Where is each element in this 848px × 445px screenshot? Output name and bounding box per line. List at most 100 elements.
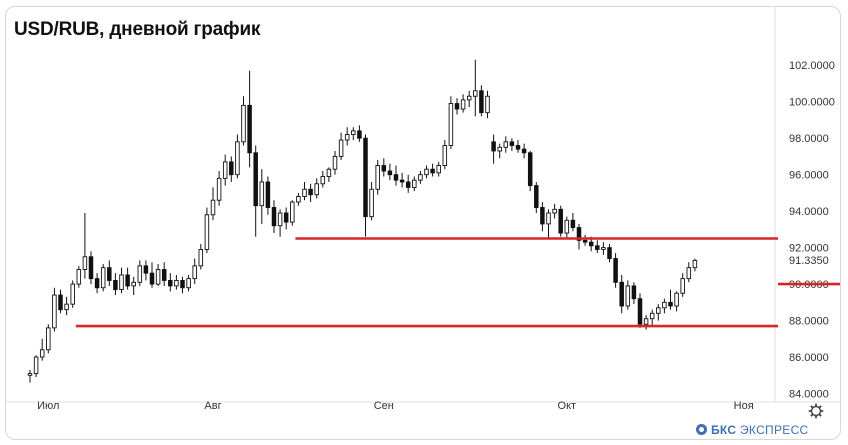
y-tick-label: 100.0000 <box>789 97 835 109</box>
candle-up <box>503 141 509 148</box>
candle-up <box>82 256 88 270</box>
brand-logo-rest: ЭКСПРЕСС <box>736 423 809 437</box>
candle-down <box>619 281 624 307</box>
candle-down <box>161 269 167 281</box>
candle-down <box>479 90 484 114</box>
candle-down <box>534 185 539 208</box>
candle-up <box>46 327 51 351</box>
candle-down <box>540 207 545 225</box>
candle-down <box>113 280 118 291</box>
candle-up <box>460 99 466 110</box>
candle-up <box>302 188 307 198</box>
candle-up <box>64 303 69 311</box>
candle-down <box>265 181 271 208</box>
candle-up <box>466 95 472 101</box>
candle-up <box>564 219 570 234</box>
gear-icon[interactable] <box>808 403 824 419</box>
page-title: USD/RUB, дневной график <box>14 19 261 40</box>
y-tick-label: 98.0000 <box>789 133 829 145</box>
candle-up <box>235 141 240 176</box>
candle-up <box>497 146 502 152</box>
candle-down <box>247 104 252 154</box>
candle-up <box>290 201 295 223</box>
candle-down <box>570 219 576 229</box>
y-tick-label: 88.0000 <box>789 316 829 328</box>
candle-down <box>283 212 289 223</box>
candle-up <box>485 95 490 114</box>
x-tick-label: Сен <box>374 400 394 412</box>
candle-down <box>588 241 594 247</box>
candle-up <box>649 312 655 320</box>
y-tick-label: 96.0000 <box>789 170 829 182</box>
candle-up <box>332 155 338 170</box>
candle-down <box>509 141 515 146</box>
candle-down <box>271 207 277 227</box>
candle-down <box>430 168 435 174</box>
candle-up <box>344 134 350 141</box>
candle-up <box>546 212 551 225</box>
candle-down <box>308 188 313 196</box>
candle-down <box>143 265 149 274</box>
last-price-label: 91.3350 <box>789 255 829 267</box>
candle-up <box>259 181 265 207</box>
candle-down <box>58 294 63 311</box>
candle-up <box>204 214 210 250</box>
candle-down <box>381 165 387 172</box>
candle-up <box>369 188 374 218</box>
candle-down <box>357 130 362 139</box>
candle-down <box>668 301 673 307</box>
candle-up <box>643 318 649 325</box>
candle-down <box>125 274 130 287</box>
candle-down <box>515 145 521 150</box>
candle-down <box>149 272 155 285</box>
candle-up <box>692 259 698 269</box>
candle-up <box>277 212 283 227</box>
candle-up <box>100 267 106 289</box>
candle-up <box>412 179 417 188</box>
candle-up <box>473 90 478 97</box>
candle-up <box>192 265 197 280</box>
candle-up <box>70 283 75 305</box>
candle-up <box>552 208 557 214</box>
candle-down <box>491 141 496 152</box>
candle-down <box>607 247 612 260</box>
candle-down <box>168 280 173 287</box>
x-tick-label: Июл <box>37 400 59 412</box>
y-tick-label: 92.0000 <box>789 243 829 255</box>
x-tick-label: Окт <box>558 400 577 412</box>
candle-down <box>631 285 637 300</box>
candle-up <box>76 269 82 285</box>
candle-down <box>558 208 563 234</box>
candle-up <box>320 176 326 185</box>
candle-up <box>601 247 606 250</box>
candle-up <box>674 292 679 307</box>
candlestick-chart: 84.000086.000088.000090.000092.000094.00… <box>6 7 840 419</box>
candle-down <box>405 181 411 188</box>
candle-up <box>625 285 631 307</box>
candle-up <box>33 356 39 374</box>
candle-up <box>424 168 429 176</box>
candle-up <box>662 301 667 309</box>
candle-up <box>39 349 45 358</box>
candle-down <box>454 103 460 110</box>
candle-down <box>637 298 643 325</box>
candle-down <box>582 239 588 243</box>
candle-down <box>88 256 94 280</box>
candle-down <box>613 258 618 283</box>
candle-up <box>198 248 204 267</box>
candle-up <box>52 294 57 329</box>
candle-up <box>656 307 661 314</box>
candle-up <box>131 281 136 287</box>
candle-down <box>387 170 393 176</box>
candle-up <box>314 183 319 196</box>
y-tick-label: 86.0000 <box>789 352 829 364</box>
candle-up <box>137 265 143 283</box>
x-tick-label: Ноя <box>734 400 754 412</box>
y-tick-label: 94.0000 <box>789 206 829 218</box>
candle-down <box>229 161 234 176</box>
candle-down <box>253 152 258 207</box>
candle-down <box>393 174 399 181</box>
candle-up <box>216 177 222 201</box>
candle-up <box>326 168 332 177</box>
candle-down <box>595 245 600 250</box>
